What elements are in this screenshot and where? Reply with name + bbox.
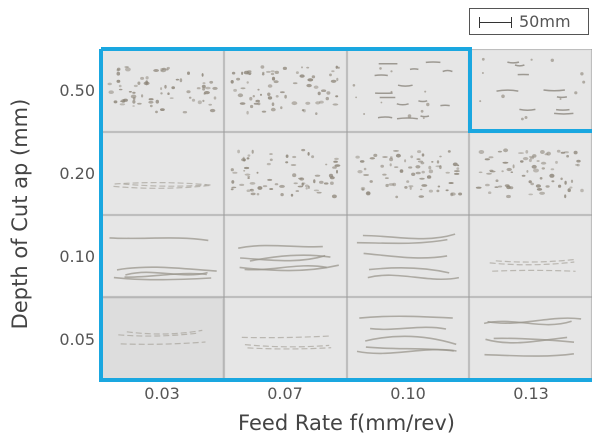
- sample-photo-r3-c3: [469, 297, 592, 380]
- sample-photo-r2-c1: [224, 215, 347, 297]
- sample-photo-r2-c3: [469, 215, 592, 297]
- sample-texture: [224, 49, 347, 132]
- sample-texture: [347, 132, 469, 215]
- sample-texture: [347, 215, 469, 297]
- sample-texture: [224, 132, 347, 215]
- sample-photo-r1-c1: [224, 132, 347, 215]
- image-grid: [101, 49, 592, 380]
- sample-texture: [101, 297, 224, 380]
- sample-texture: [469, 132, 592, 215]
- sample-texture: [101, 132, 224, 215]
- scale-bar-cap-right: [511, 17, 512, 28]
- scale-bar: 50mm: [469, 8, 589, 35]
- row-label-2: 0.10: [59, 247, 95, 266]
- row-label-1: 0.20: [59, 164, 95, 183]
- sample-photo-r0-c0: [101, 49, 224, 132]
- sample-texture: [101, 49, 224, 132]
- sample-photo-r3-c1: [224, 297, 347, 380]
- col-label-2: 0.10: [390, 384, 426, 403]
- scale-bar-cap-left: [479, 17, 480, 28]
- sample-photo-r0-c3: [469, 49, 592, 132]
- sample-photo-r0-c2: [347, 49, 469, 132]
- row-label-0: 0.50: [59, 81, 95, 100]
- highlight-outline-path: [99, 47, 592, 382]
- col-label-3: 0.13: [513, 384, 549, 403]
- sample-texture: [347, 297, 469, 380]
- col-label-0: 0.03: [144, 384, 180, 403]
- sample-photo-r2-c2: [347, 215, 469, 297]
- sample-photo-r1-c3: [469, 132, 592, 215]
- sample-photo-r0-c1: [224, 49, 347, 132]
- col-label-1: 0.07: [267, 384, 303, 403]
- sample-photo-r3-c0: [101, 297, 224, 380]
- scale-bar-line: [479, 22, 512, 23]
- sample-texture: [469, 297, 592, 380]
- sample-texture: [224, 297, 347, 380]
- sample-texture: [469, 215, 592, 297]
- sample-photo-r2-c0: [101, 215, 224, 297]
- sample-texture: [224, 215, 347, 297]
- sample-photo-r3-c2: [347, 297, 469, 380]
- sample-texture: [469, 49, 592, 132]
- scale-bar-label: 50mm: [519, 12, 571, 31]
- sample-texture: [101, 215, 224, 297]
- sample-texture: [347, 49, 469, 132]
- x-axis-title: Feed Rate f(mm/rev): [238, 411, 455, 435]
- sample-photo-r1-c2: [347, 132, 469, 215]
- row-label-3: 0.05: [59, 330, 95, 349]
- sample-photo-r1-c0: [101, 132, 224, 215]
